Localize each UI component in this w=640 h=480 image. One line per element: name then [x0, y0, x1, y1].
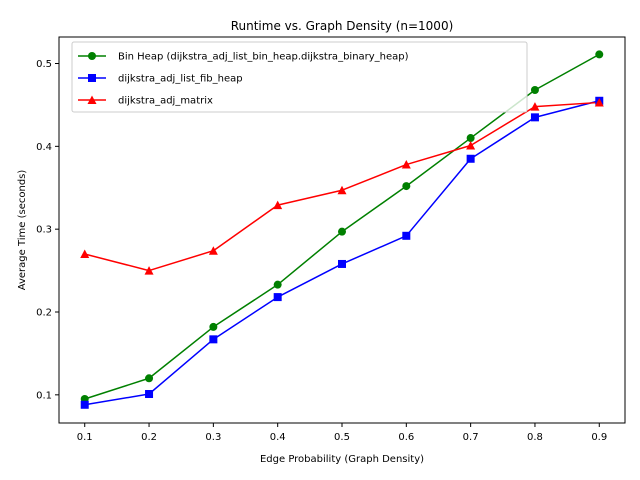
data-point-series-2 [530, 113, 539, 122]
y-tick-label: 0.5 [36, 59, 52, 70]
data-point-series-3 [337, 185, 347, 195]
x-tick-label: 0.1 [77, 432, 93, 443]
legend-marker-2 [88, 74, 96, 82]
data-point-series-2 [338, 259, 346, 268]
data-point-series-2 [80, 400, 89, 409]
data-point-series-3 [144, 266, 154, 275]
x-tick-label: 0.3 [205, 432, 221, 443]
data-point-series-3 [530, 102, 540, 111]
x-tick-label: 0.5 [334, 432, 350, 443]
chart-title: Runtime vs. Graph Density (n=1000) [231, 19, 454, 33]
data-point-series-1 [402, 182, 411, 191]
x-axis-ticks: 0.1 0.2 0.3 0.4 0.5 0.6 0.7 0.8 0.9 [77, 423, 607, 443]
x-tick-label: 0.4 [270, 432, 286, 443]
data-point-series-1 [466, 134, 475, 143]
series-markers [80, 50, 604, 409]
x-tick-label: 0.7 [463, 432, 479, 443]
data-point-series-1 [209, 322, 218, 331]
data-point-series-2 [466, 154, 475, 163]
y-axis-label: Average Time (seconds) [17, 170, 28, 291]
y-tick-label: 0.4 [36, 142, 52, 153]
y-tick-label: 0.2 [36, 308, 52, 319]
legend-label-2: dijkstra_adj_list_fib_heap [118, 74, 243, 85]
data-point-series-3 [594, 97, 604, 107]
data-point-series-2 [145, 390, 154, 399]
data-point-series-2 [273, 293, 282, 302]
data-point-series-1 [338, 227, 346, 236]
x-tick-label: 0.2 [141, 432, 157, 443]
data-point-series-1 [145, 374, 154, 383]
legend-label-1: Bin Heap (dijkstra_adj_list_bin_heap.dij… [118, 52, 409, 63]
x-tick-label: 0.9 [591, 432, 607, 443]
x-tick-label: 0.8 [527, 432, 543, 443]
legend: Bin Heap (dijkstra_adj_list_bin_heap.dij… [71, 41, 528, 113]
data-point-series-3 [80, 249, 90, 259]
y-axis-ticks: 0.1 0.2 0.3 0.4 0.5 [36, 59, 59, 401]
x-axis-label: Edge Probability (Graph Density) [260, 454, 424, 465]
legend-marker-1 [88, 52, 96, 60]
y-tick-label: 0.3 [36, 225, 52, 236]
data-point-series-3 [466, 141, 476, 150]
data-point-series-3 [208, 246, 218, 255]
data-point-series-1 [530, 86, 539, 95]
data-point-series-2 [402, 231, 411, 240]
data-point-series-3 [273, 200, 283, 210]
data-point-series-3 [401, 160, 411, 169]
legend-label-3: dijkstra_adj_matrix [118, 96, 213, 107]
data-point-series-1 [595, 50, 604, 59]
legend-marker-3 [87, 95, 97, 104]
legend-frame [71, 41, 528, 113]
data-point-series-1 [273, 280, 282, 289]
y-tick-label: 0.1 [36, 390, 52, 401]
data-point-series-2 [209, 335, 218, 344]
x-tick-label: 0.6 [398, 432, 414, 443]
